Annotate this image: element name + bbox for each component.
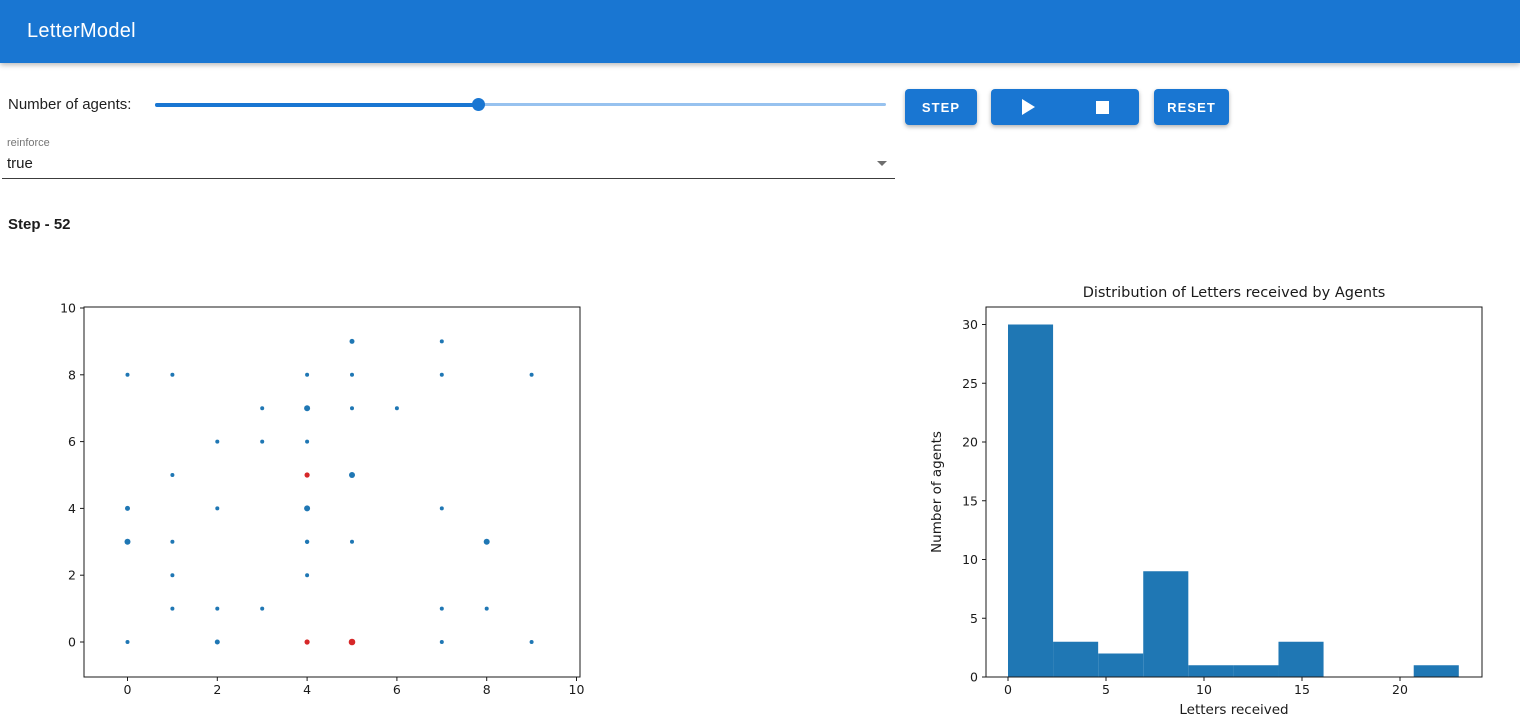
svg-text:Distribution of Letters receiv: Distribution of Letters received by Agen… bbox=[1083, 285, 1386, 301]
svg-text:20: 20 bbox=[1392, 682, 1408, 697]
svg-text:6: 6 bbox=[393, 682, 401, 697]
svg-text:10: 10 bbox=[962, 552, 978, 567]
svg-text:Number of agents: Number of agents bbox=[929, 431, 945, 553]
svg-text:0: 0 bbox=[124, 682, 132, 697]
slider-fill bbox=[155, 102, 479, 107]
agents-slider-label: Number of agents: bbox=[8, 96, 132, 113]
reinforce-select-label: reinforce bbox=[7, 137, 50, 149]
svg-text:5: 5 bbox=[970, 611, 978, 626]
run-controls-group bbox=[991, 89, 1139, 125]
step-button[interactable]: STEP bbox=[905, 89, 977, 125]
step-counter: Step - 52 bbox=[8, 216, 71, 233]
svg-text:4: 4 bbox=[303, 682, 311, 697]
svg-text:5: 5 bbox=[1102, 682, 1110, 697]
slider-thumb[interactable] bbox=[472, 98, 486, 111]
svg-text:30: 30 bbox=[962, 317, 978, 332]
stop-icon bbox=[1095, 100, 1109, 114]
app-title: LetterModel bbox=[27, 20, 136, 42]
dropdown-arrow-icon[interactable] bbox=[877, 161, 887, 166]
svg-text:15: 15 bbox=[962, 493, 978, 508]
svg-text:Letters received: Letters received bbox=[1179, 702, 1288, 718]
app-header: LetterModel bbox=[0, 0, 1520, 63]
svg-text:15: 15 bbox=[1294, 682, 1310, 697]
letters-histogram-chart: 0 5 10 15 20 0 5 10 15 20 25 30 Distribution of Lett… bbox=[929, 285, 1483, 718]
select-underline bbox=[2, 178, 895, 179]
svg-text:10: 10 bbox=[60, 301, 76, 316]
reset-button[interactable]: RESET bbox=[1154, 89, 1229, 125]
reinforce-select[interactable]: true bbox=[7, 155, 33, 172]
play-button[interactable] bbox=[991, 89, 1065, 125]
stop-button[interactable] bbox=[1065, 89, 1139, 125]
svg-text:10: 10 bbox=[569, 682, 585, 697]
svg-text:8: 8 bbox=[483, 682, 491, 697]
slider-rail[interactable] bbox=[155, 103, 886, 106]
svg-text:25: 25 bbox=[962, 376, 978, 391]
agent-grid-scatter-plot: 0 2 4 6 8 10 0 2 4 6 8 10 bbox=[60, 301, 585, 698]
svg-text:6: 6 bbox=[68, 434, 76, 449]
svg-text:20: 20 bbox=[962, 435, 978, 450]
svg-text:4: 4 bbox=[68, 501, 76, 516]
svg-text:2: 2 bbox=[213, 682, 221, 697]
agents-slider[interactable] bbox=[155, 93, 886, 115]
svg-text:8: 8 bbox=[68, 367, 76, 382]
svg-text:0: 0 bbox=[68, 635, 76, 650]
svg-text:0: 0 bbox=[1004, 682, 1012, 697]
svg-text:10: 10 bbox=[1196, 682, 1212, 697]
svg-text:2: 2 bbox=[68, 568, 76, 583]
svg-text:0: 0 bbox=[970, 670, 978, 685]
play-icon bbox=[1021, 99, 1035, 115]
